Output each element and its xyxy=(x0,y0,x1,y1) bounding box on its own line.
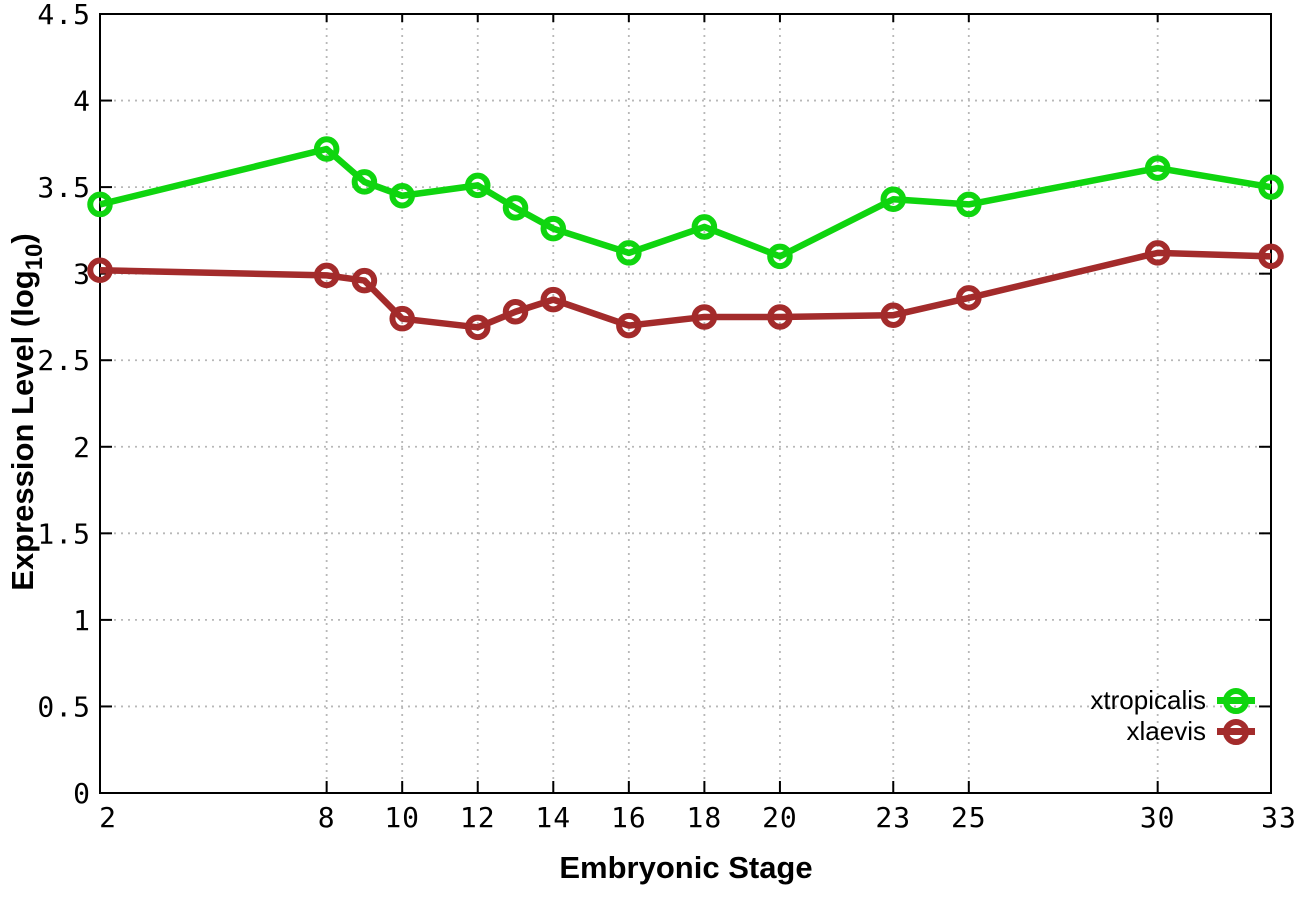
x-tick-label: 25 xyxy=(951,801,987,834)
open-circle-marker-icon xyxy=(1223,718,1249,745)
data-point-marker xyxy=(691,304,718,330)
open-circle-marker-icon xyxy=(1223,687,1249,714)
series-xtropicalis xyxy=(87,136,1284,270)
data-point-marker xyxy=(1258,174,1284,200)
y-tick-label: 3.5 xyxy=(37,171,91,204)
x-tick-label: 16 xyxy=(611,801,647,834)
legend-marker-xtropicalis xyxy=(1217,686,1255,716)
y-tick-label: 0 xyxy=(73,777,91,810)
legend-item-xlaevis: xlaevis xyxy=(1090,716,1255,747)
data-point-marker xyxy=(616,240,642,266)
y-tick-label: 2.5 xyxy=(37,344,91,377)
y-tick-label: 4.5 xyxy=(37,0,91,31)
plot-border xyxy=(99,13,1272,794)
data-point-marker xyxy=(1144,240,1171,266)
x-tick-label: 2 xyxy=(99,801,117,834)
y-axis-title: Expression Level (log10) xyxy=(5,233,48,590)
data-point-marker xyxy=(1144,155,1171,181)
x-tick-label: 30 xyxy=(1140,801,1176,834)
x-tick-label: 20 xyxy=(762,801,798,834)
data-point-marker xyxy=(616,312,642,339)
series-xlaevis xyxy=(87,240,1284,341)
data-point-marker xyxy=(87,257,113,283)
x-tick-label: 12 xyxy=(460,801,496,834)
x-axis-title: Embryonic Stage xyxy=(559,850,812,885)
y-tick-label: 1.5 xyxy=(37,517,91,550)
data-point-marker xyxy=(540,286,567,313)
data-point-marker xyxy=(1258,243,1284,270)
y-tick-label: 0.5 xyxy=(37,690,91,723)
series-line xyxy=(99,249,1272,331)
gridlines xyxy=(99,13,1272,794)
data-point-marker xyxy=(540,215,567,242)
data-point-marker xyxy=(313,262,340,289)
data-point-marker xyxy=(956,191,982,218)
legend-label-xlaevis: xlaevis xyxy=(1126,716,1206,746)
data-point-marker xyxy=(389,305,415,332)
axis-ticks xyxy=(99,13,1272,794)
data-point-marker xyxy=(767,304,793,330)
x-tick-label: 14 xyxy=(535,801,571,834)
legend-label-xtropicalis: xtropicalis xyxy=(1090,685,1206,715)
data-point-marker xyxy=(464,314,491,341)
x-tick-label: 23 xyxy=(875,801,911,834)
data-point-marker xyxy=(502,299,529,325)
x-tick-label: 18 xyxy=(687,801,723,834)
y-tick-label: 4 xyxy=(73,85,91,118)
y-tick-label: 3 xyxy=(73,258,91,291)
data-point-marker xyxy=(313,136,340,162)
data-point-marker xyxy=(389,183,415,209)
legend-marker-xlaevis xyxy=(1217,717,1255,747)
data-point-marker xyxy=(956,285,982,311)
x-tick-label: 10 xyxy=(384,801,420,834)
data-point-marker xyxy=(351,267,378,294)
data-series-layer xyxy=(87,136,1284,341)
data-point-marker xyxy=(691,214,718,240)
data-point-marker xyxy=(880,186,907,212)
y-tick-label: 2 xyxy=(73,431,91,464)
data-point-marker xyxy=(464,172,491,199)
data-point-marker xyxy=(87,191,113,218)
data-point-marker xyxy=(767,243,793,270)
data-point-marker xyxy=(880,302,907,328)
data-point-marker xyxy=(351,169,378,195)
legend: xtropicalis xlaevis xyxy=(1090,685,1255,747)
data-point-marker xyxy=(502,195,529,221)
legend-item-xtropicalis: xtropicalis xyxy=(1090,685,1255,716)
x-tick-label: 8 xyxy=(318,801,336,834)
series-line xyxy=(99,145,1272,260)
x-tick-label: 33 xyxy=(1261,801,1296,834)
axis-tick-labels: 2 8 10 12 14 16 18 20 23 25 30 33 0 0.5 1 1.5 2 2.5 3 3.5 4 4… xyxy=(37,0,1296,834)
y-tick-label: 1 xyxy=(73,604,91,637)
